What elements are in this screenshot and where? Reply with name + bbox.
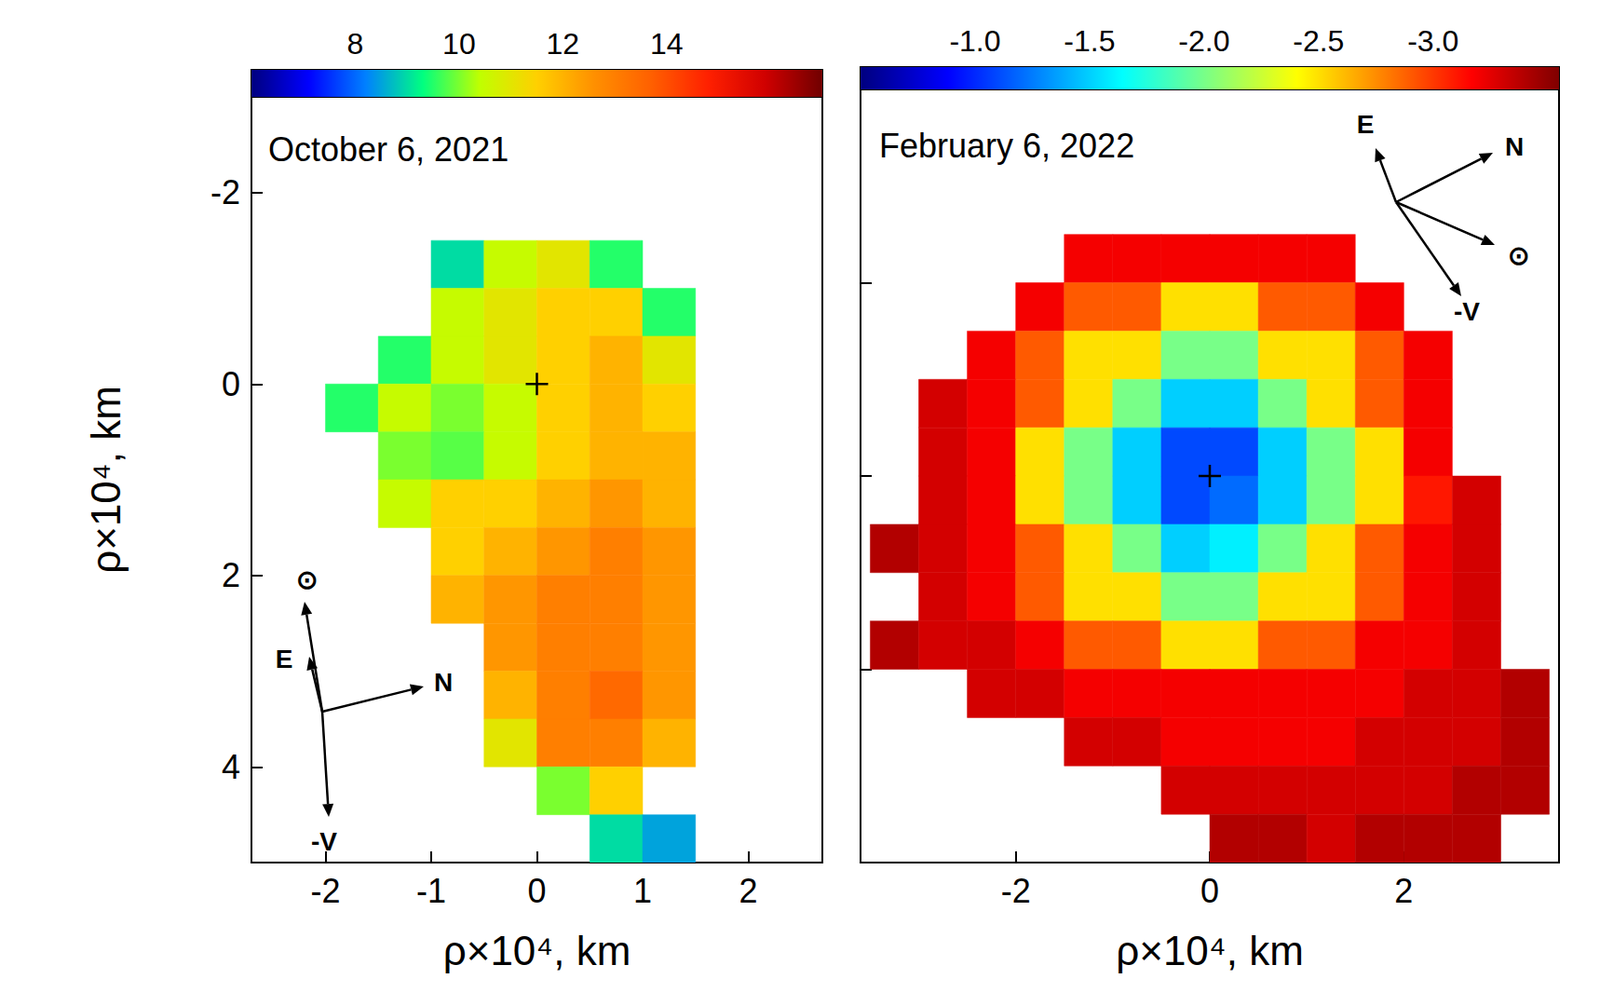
svg-text:12: 12 bbox=[546, 27, 581, 61]
svg-text:-1.0: -1.0 bbox=[949, 24, 1001, 58]
svg-text:⊙: ⊙ bbox=[1507, 241, 1530, 271]
svg-text:ρ×10⁴, km: ρ×10⁴, km bbox=[443, 927, 632, 974]
svg-text:14: 14 bbox=[650, 27, 684, 61]
svg-text:0: 0 bbox=[527, 871, 546, 910]
svg-text:ρ×10⁴, km: ρ×10⁴, km bbox=[1115, 927, 1304, 974]
svg-text:10: 10 bbox=[442, 27, 476, 61]
svg-text:E: E bbox=[1356, 109, 1375, 139]
svg-text:8: 8 bbox=[347, 27, 365, 61]
svg-text:-1: -1 bbox=[416, 871, 447, 910]
svg-text:1: 1 bbox=[633, 871, 652, 910]
svg-text:-3.0: -3.0 bbox=[1407, 24, 1459, 58]
svg-text:-2: -2 bbox=[210, 173, 241, 212]
svg-text:-2: -2 bbox=[310, 871, 340, 910]
svg-text:⊙: ⊙ bbox=[296, 565, 318, 595]
svg-text:4: 4 bbox=[221, 747, 241, 787]
svg-text:2: 2 bbox=[221, 555, 241, 595]
svg-text:-2.0: -2.0 bbox=[1178, 24, 1230, 58]
svg-text:ρ×10⁴, km: ρ×10⁴, km bbox=[82, 385, 129, 574]
svg-text:N: N bbox=[433, 667, 453, 697]
svg-text:-2.5: -2.5 bbox=[1292, 24, 1344, 58]
svg-text:E: E bbox=[275, 644, 294, 674]
svg-text:-2: -2 bbox=[1001, 871, 1031, 910]
svg-text:N: N bbox=[1505, 132, 1524, 162]
svg-text:0: 0 bbox=[1200, 871, 1220, 910]
svg-text:February 6, 2022: February 6, 2022 bbox=[879, 126, 1135, 165]
svg-text:2: 2 bbox=[1394, 871, 1413, 910]
svg-text:2: 2 bbox=[739, 871, 759, 910]
svg-text:0: 0 bbox=[221, 365, 241, 404]
svg-text:-V: -V bbox=[311, 827, 338, 856]
svg-text:October 6, 2021: October 6, 2021 bbox=[268, 130, 509, 169]
svg-text:-V: -V bbox=[1453, 297, 1480, 326]
svg-text:-1.5: -1.5 bbox=[1063, 24, 1115, 58]
